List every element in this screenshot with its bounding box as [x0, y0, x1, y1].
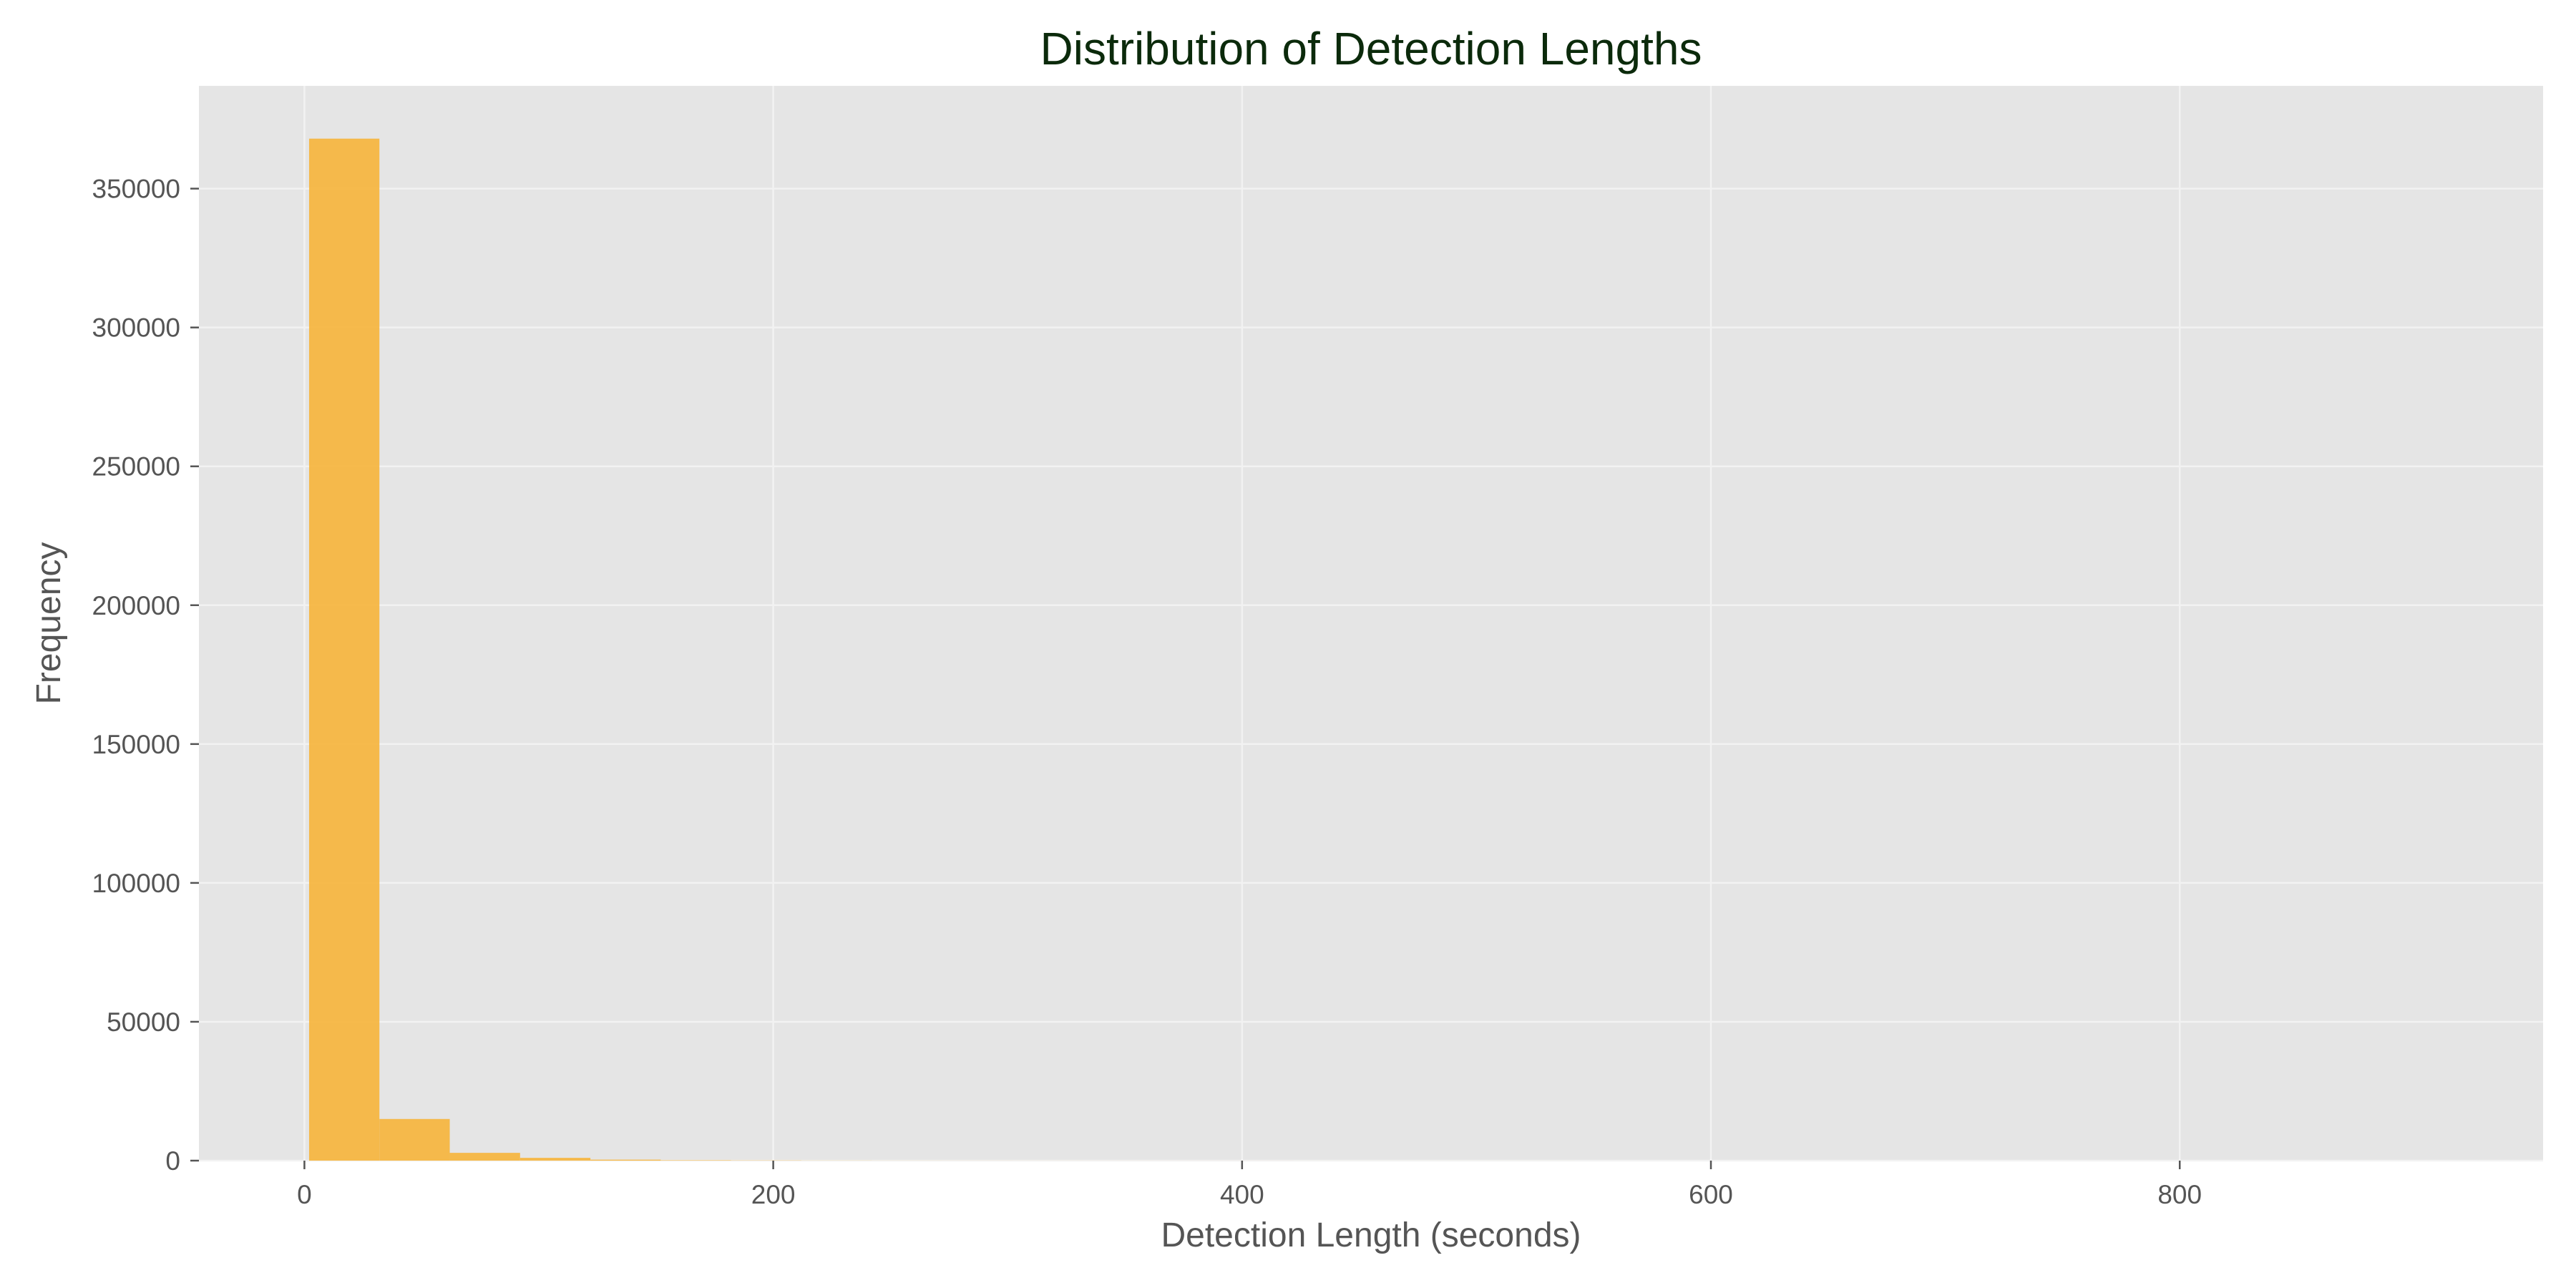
y-tick-label: 50000	[107, 1008, 180, 1037]
histogram-bars	[308, 138, 2419, 1161]
y-tick-label: 150000	[92, 730, 180, 759]
x-tick-label: 600	[1689, 1180, 1733, 1209]
y-tick-label: 350000	[92, 175, 180, 204]
x-tick-label: 800	[2157, 1180, 2202, 1209]
axis-ticks: 0 200 400 600 800 0 50000 100000 150000 200000 250…	[92, 175, 2202, 1209]
histogram-bar	[660, 1160, 731, 1161]
plot-area	[199, 86, 2543, 1161]
chart-title: Distribution of Detection Lengths	[1040, 23, 1702, 74]
y-tick-label: 200000	[92, 591, 180, 620]
histogram-bar	[519, 1158, 591, 1161]
y-tick-label: 100000	[92, 869, 180, 898]
x-tick-label: 400	[1220, 1180, 1264, 1209]
histogram-bar	[308, 138, 380, 1161]
x-tick-label: 0	[297, 1180, 312, 1209]
x-tick-label: 200	[751, 1180, 796, 1209]
y-tick-label: 0	[165, 1146, 180, 1176]
y-axis-label: Frequency	[30, 542, 68, 705]
histogram-bar	[590, 1159, 661, 1161]
y-tick-label: 250000	[92, 452, 180, 482]
y-tick-label: 300000	[92, 313, 180, 343]
histogram-bar	[379, 1118, 450, 1161]
x-axis-label: Detection Length (seconds)	[1161, 1216, 1581, 1254]
histogram-bar	[449, 1153, 520, 1161]
